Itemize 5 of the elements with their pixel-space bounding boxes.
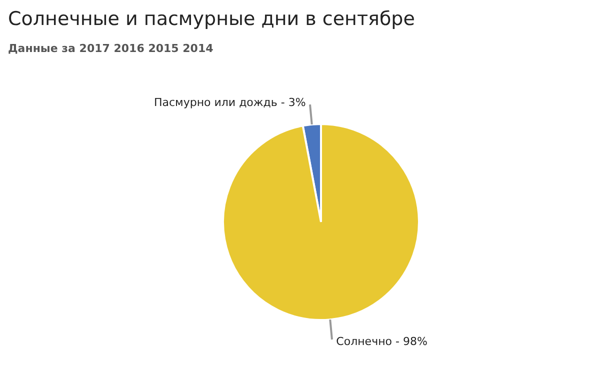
pie-slice	[222, 123, 420, 321]
slice-label: Пасмурно или дождь - 3%	[154, 96, 306, 110]
slice-label: Солнечно - 98%	[336, 334, 428, 348]
chart-subtitle: Данные за 2017 2016 2015 2014	[8, 42, 214, 55]
chart-title: Солнечные и пасмурные дни в сентябре	[8, 8, 416, 30]
